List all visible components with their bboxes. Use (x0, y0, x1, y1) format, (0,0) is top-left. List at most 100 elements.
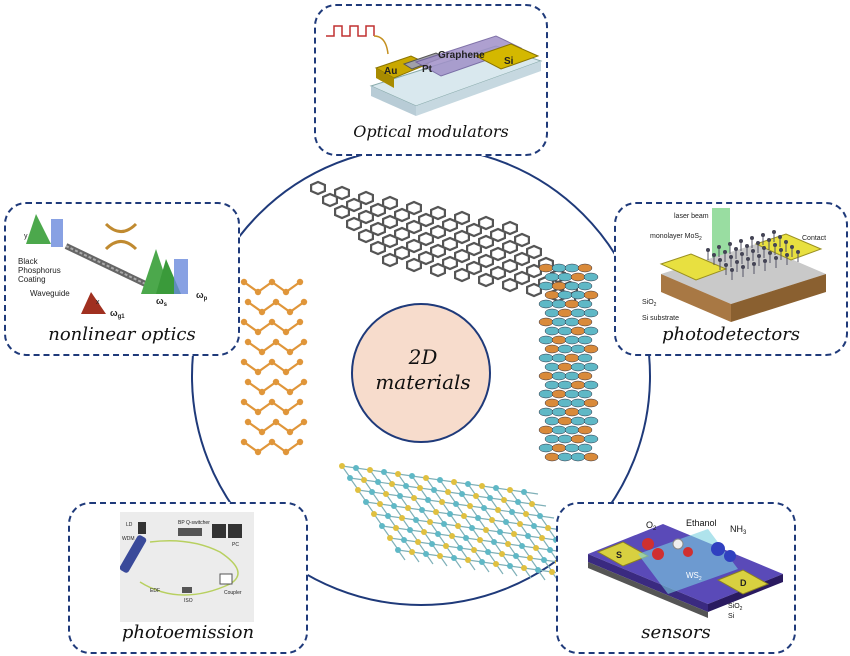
tmd-atom (544, 398, 560, 408)
tmd-atom (544, 308, 560, 318)
tmd-mono-atom (541, 557, 547, 563)
ethanol-molecule-1 (672, 538, 684, 550)
tmd-mono-atom (385, 513, 391, 519)
sensors-panel: O2 Ethanol NH3 S D WS2 SiO2 Si sensors (556, 502, 796, 654)
phosphorus-atom (268, 278, 276, 286)
tmd-mono-atom (377, 501, 383, 507)
ld-device (138, 522, 146, 534)
nh3-molecule-2 (724, 550, 736, 562)
waveguide-coating (65, 245, 157, 290)
tmd-mono-atom (523, 511, 529, 517)
mos2-atom (763, 259, 767, 263)
mos2-atom (752, 262, 756, 266)
tmd-mono-atom (409, 473, 415, 479)
label-nh3-sub: 3 (743, 530, 747, 536)
wdm-device (119, 535, 147, 573)
tmd-atom (557, 416, 573, 426)
modulator-illustration: Au Pt Graphene Si (326, 25, 543, 116)
graphene-hexagon (430, 224, 446, 240)
graphene-hexagon (430, 262, 446, 278)
graphene-hexagon (513, 232, 531, 248)
tmd-mono-atom (455, 523, 461, 529)
tmd-atom (564, 353, 580, 363)
tmd-atom (577, 389, 593, 399)
photoemission-panel: LD WDM BP Q-switcher PC EDF ISO Coupler … (68, 502, 308, 654)
phosphorus-atom (258, 388, 266, 396)
mos2-atom (723, 250, 727, 254)
tmd-mono-atom (479, 559, 485, 565)
phosphorus-atom (244, 338, 252, 346)
phosphorus-atom (254, 288, 262, 296)
tmd-atom (538, 371, 554, 381)
tmd-mono-atom (481, 505, 487, 511)
tmd-atom (538, 425, 554, 435)
mos2-atom (784, 240, 788, 244)
tmd-mono-atom (533, 545, 539, 551)
substrate-front (731, 274, 826, 322)
phosphorus-atom (240, 278, 248, 286)
tmd-mono-atom (531, 523, 537, 529)
tmd-mono-atom (503, 519, 509, 525)
tmd-atom (577, 299, 593, 309)
phosphorus-atom (296, 278, 304, 286)
label-si: Si (504, 56, 514, 67)
label-si-substrate: Si substrate (642, 315, 679, 322)
tmd-mono-atom (443, 543, 449, 549)
tmd-mono-atom (511, 531, 517, 537)
tmd-mono-atom (535, 567, 541, 573)
tmd-mono-atom (411, 495, 417, 501)
si-pad (474, 43, 540, 70)
phosphorus-atom (282, 408, 290, 416)
tmd-mono-atom (439, 499, 445, 505)
label-coupler: Coupler (224, 590, 242, 596)
label-laser: laser beam (674, 213, 709, 220)
graphene-hexagon (466, 260, 482, 276)
graphene-hexagon (358, 209, 374, 225)
svg-text:NH3: NH3 (730, 524, 747, 536)
center-circle (351, 303, 491, 443)
nh3-molecule-1 (711, 542, 725, 556)
tmd-mono-atom (451, 479, 457, 485)
graphene-hexagon (394, 245, 410, 261)
label-wg1: ω (110, 308, 118, 318)
tmd-atom (583, 452, 599, 462)
tmd-atom (583, 380, 599, 390)
tmd-mono-atom (403, 483, 409, 489)
graphene-hexagon (478, 272, 494, 288)
substrate-front (416, 61, 541, 116)
laser-setup-illustration: LD WDM BP Q-switcher PC EDF ISO Coupler (119, 520, 242, 604)
svg-text:SiO2: SiO2 (728, 603, 743, 612)
mos2-atom (741, 265, 745, 269)
label-edf: EDF (150, 588, 160, 594)
svg-text:monolayer MoS2: monolayer MoS2 (650, 233, 702, 242)
tmd-atom (551, 389, 567, 399)
tmd-mono-atom (475, 515, 481, 521)
tmd-atom (577, 335, 593, 345)
tmd-atom (570, 380, 586, 390)
tmd-mono-atom (449, 533, 455, 539)
mos2-atom (778, 235, 782, 239)
phosphorus-atom (300, 338, 308, 346)
graphene-hexagon (490, 246, 506, 262)
label-ethanol: Ethanol (686, 518, 717, 528)
phosphorus-atom (282, 328, 290, 336)
tmd-mono-atom (429, 541, 435, 547)
label-ws: ω (156, 296, 164, 306)
tmd-mono-atom (467, 503, 473, 509)
photodetectors-panel: laser beam monolayer MoS2 Contact SiO2 S… (614, 202, 848, 356)
mos2-atom (790, 245, 794, 249)
tmd-atom (551, 299, 567, 309)
substrate-side (661, 274, 731, 322)
graphene-hexagon (370, 240, 386, 256)
tmd-mono-atom (521, 565, 527, 571)
graphene-hexagon (454, 229, 470, 245)
dirac-cone (104, 222, 138, 251)
substrate-side (371, 86, 416, 116)
tmd-mono-atom (441, 521, 447, 527)
tmd-atom (557, 398, 573, 408)
tmd-atom (544, 326, 560, 336)
tmd-mono-atom (499, 551, 505, 557)
label-sio2-sub: 2 (740, 606, 743, 612)
tmd-atom (564, 389, 580, 399)
